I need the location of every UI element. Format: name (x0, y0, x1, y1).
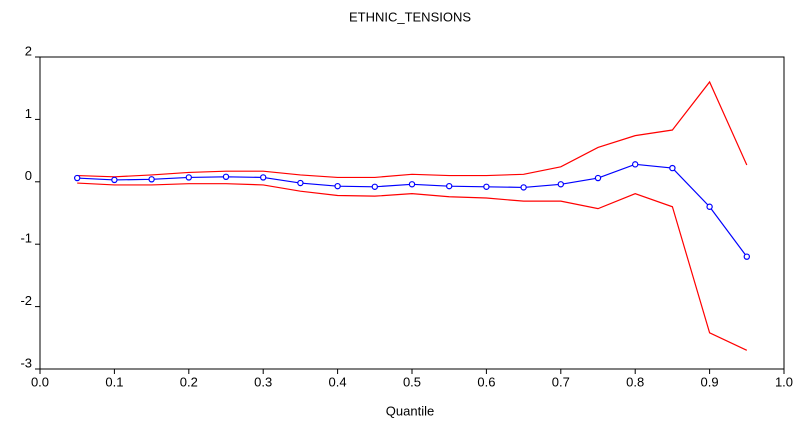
point-marker (706, 203, 713, 210)
x-tick-label: 0.5 (403, 374, 421, 389)
point-marker (185, 174, 192, 181)
x-tick-label: 0.6 (477, 374, 495, 389)
point-marker (520, 184, 527, 191)
point-marker (632, 161, 639, 168)
x-tick-label: 0.8 (626, 374, 644, 389)
point-marker (73, 174, 81, 182)
x-tick-label: 0.3 (254, 374, 272, 389)
x-tick-label: 0.4 (329, 374, 347, 389)
point-marker (446, 182, 453, 190)
y-tick-label: -2 (20, 293, 32, 308)
y-tick-label: 2 (25, 43, 32, 58)
series-line (77, 80, 748, 179)
series-line (77, 182, 748, 351)
point-marker (743, 253, 751, 260)
x-tick-label: 0.2 (180, 374, 198, 389)
x-tick-label: 0.1 (105, 374, 123, 389)
point-marker (669, 164, 676, 172)
y-tick-label: 1 (25, 106, 32, 121)
x-axis-label: Quantile (386, 403, 434, 418)
point-marker (111, 176, 118, 184)
y-tick-label: -1 (20, 231, 32, 246)
point-marker (483, 183, 490, 190)
plot-frame (39, 56, 785, 370)
x-tick-label: 0.9 (701, 374, 719, 389)
x-tick-label: 0.0 (31, 374, 49, 389)
point-marker (222, 173, 230, 181)
series-line (77, 163, 748, 258)
point-marker (148, 176, 155, 183)
chart-title: ETHNIC_TENSIONS (349, 9, 471, 24)
point-marker (408, 181, 416, 188)
y-tick-label: -3 (20, 355, 32, 370)
y-tick-label: 0 (25, 168, 32, 183)
point-marker (297, 179, 304, 187)
x-tick-label: 0.7 (552, 374, 570, 389)
point-marker (557, 181, 565, 188)
point-marker (371, 183, 378, 190)
point-marker (594, 174, 602, 182)
x-tick-label: 1.0 (775, 374, 793, 389)
point-marker (334, 182, 341, 190)
point-marker (260, 174, 267, 181)
